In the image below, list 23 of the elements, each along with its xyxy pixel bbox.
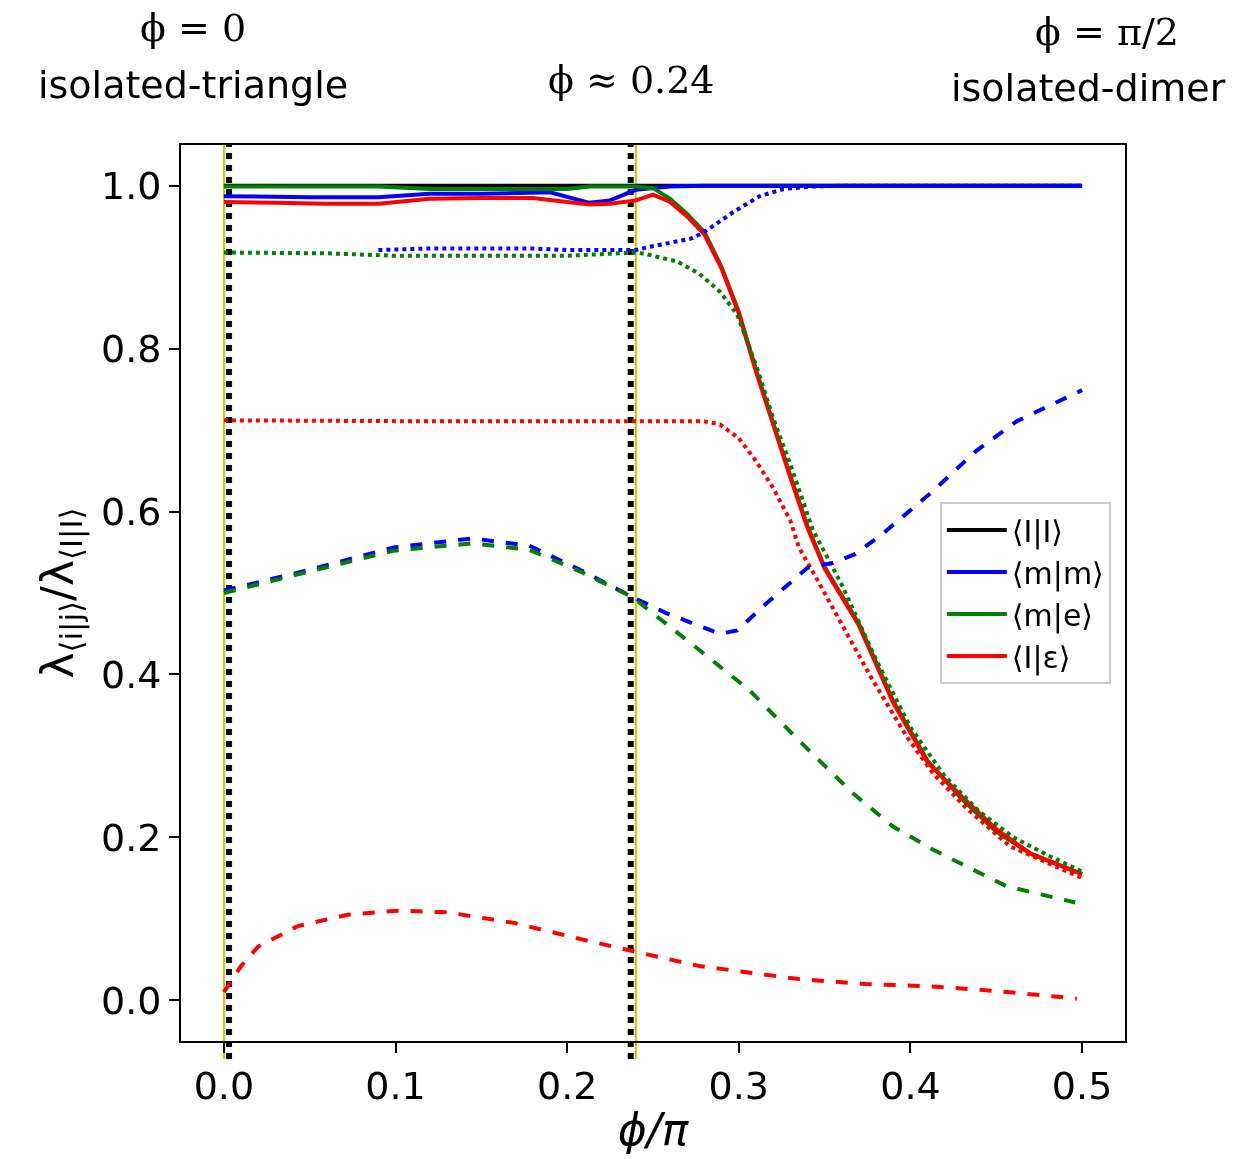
legend-label: ⟨I|I⟩ [1011, 513, 1064, 550]
x-tick-label: 0.5 [1051, 1063, 1113, 1108]
y-tick-label: 0.6 [100, 489, 162, 534]
y-tick-label: 0.2 [100, 815, 162, 860]
legend-label: ⟨I|ε⟩ [1011, 639, 1071, 676]
y-tick-label: 0.8 [100, 326, 162, 371]
y-tick-label: 1.0 [100, 164, 162, 209]
text: ϕ = 0 [140, 6, 247, 50]
text: isolated-dimer [951, 66, 1226, 110]
x-tick-label: 0.3 [708, 1063, 770, 1108]
y-tick-label: 0.4 [100, 652, 162, 697]
x-tick-label: 0.2 [536, 1063, 598, 1108]
line-series [221, 908, 1079, 1001]
x-tick-label: 0.1 [365, 1063, 426, 1108]
text: ϕ = π/2 [1035, 10, 1179, 54]
x-tick-label: 0.4 [880, 1063, 941, 1108]
y-tick-label: 0.0 [100, 978, 162, 1023]
legend-label: ⟨m|e⟩ [1011, 597, 1094, 634]
x-tick-label: 0.0 [193, 1063, 255, 1108]
legend-label: ⟨m|m⟩ [1011, 555, 1104, 592]
x-axis-title: ϕ/π [617, 1104, 690, 1156]
text: ϕ ≈ 0.24 [548, 58, 715, 102]
text: isolated-triangle [38, 63, 349, 107]
